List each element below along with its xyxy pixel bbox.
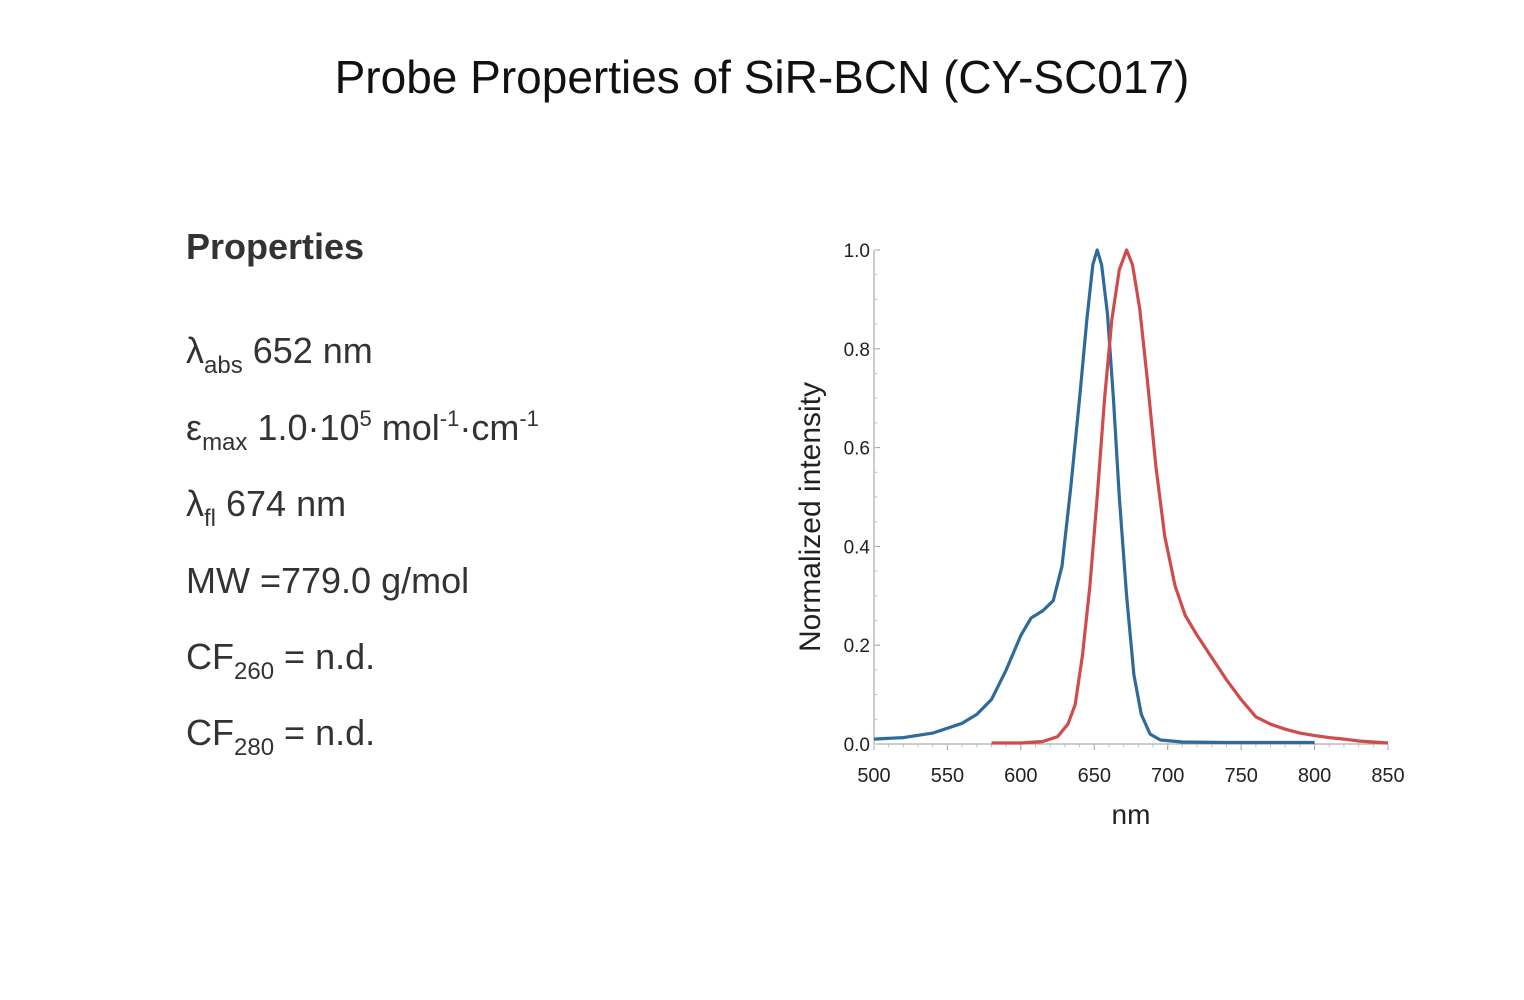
epsilon-unit-mol-exponent: -1	[439, 406, 460, 431]
page-title: Probe Properties of SiR-BCN (CY-SC017)	[334, 51, 1190, 103]
y-tick-label: 0.8	[844, 340, 870, 361]
epsilon-unit-cm: ·cm	[459, 407, 520, 448]
y-tick-label: 0.6	[844, 439, 870, 460]
lambda-fl-symbol: λ	[186, 483, 204, 524]
molecular-weight: MW =779.0 g/mol	[186, 560, 470, 601]
spectrum-chart: 500 550 600 650 700 750 800 850 0.0 0.2 0.4 0.6 0.8 1…	[780, 230, 1420, 830]
properties-heading: Properties	[186, 226, 365, 267]
x-tick-label: 750	[1224, 765, 1257, 787]
lambda-fl-value: 674 nm	[226, 483, 347, 524]
x-tick-label: 700	[1151, 765, 1184, 787]
epsilon-max-subscript: max	[202, 429, 248, 456]
lambda-abs-row: λabs 652 nm	[186, 330, 373, 379]
y-tick-label: 0.2	[844, 636, 870, 657]
y-axis-label: Normalized intensity	[794, 382, 827, 652]
y-tick-label: 1.0	[844, 241, 870, 262]
cf260-value: = n.d.	[274, 636, 376, 677]
x-tick-label: 650	[1078, 765, 1111, 787]
lambda-fl-subscript: fl	[204, 505, 216, 532]
epsilon-max-row: εmax 1.0·105 mol-1·cm-1	[186, 406, 539, 456]
lambda-abs-value: 652 nm	[252, 330, 373, 371]
lambda-fl-row: λfl 674 nm	[186, 483, 347, 532]
cf260-base: CF	[186, 636, 234, 677]
cf280-subscript: 280	[234, 734, 275, 761]
x-tick-label: 500	[857, 765, 890, 787]
lambda-abs-subscript: abs	[204, 352, 243, 379]
epsilon-symbol: ε	[186, 407, 203, 448]
epsilon-max-exponent: 5	[359, 406, 372, 431]
epsilon-unit-mol: mol	[371, 407, 440, 448]
cf280-row: CF280 = n.d.	[186, 712, 376, 761]
absorption-series-line	[873, 248, 1315, 745]
y-tick-label: 0.4	[844, 537, 871, 558]
spectrum-chart-svg: 500 550 600 650 700 750 800 850 0.0 0.2 0.4 0.6 0.8 1…	[794, 241, 1405, 830]
emission-series-line	[991, 248, 1389, 745]
x-tick-label: 600	[1004, 765, 1037, 787]
lambda-symbol: λ	[186, 330, 204, 371]
x-tick-label: 800	[1298, 765, 1331, 787]
x-tick-label: 850	[1371, 765, 1404, 787]
epsilon-unit-cm-exponent: -1	[519, 406, 539, 431]
cf260-row: CF260 = n.d.	[186, 636, 376, 685]
cf280-value: = n.d.	[274, 712, 376, 753]
epsilon-max-value: 1.0·10	[257, 407, 360, 448]
x-axis-label: nm	[1112, 799, 1151, 830]
cf260-subscript: 260	[234, 658, 275, 685]
cf280-base: CF	[186, 712, 234, 753]
y-tick-label: 0.0	[844, 735, 870, 756]
x-tick-label: 550	[931, 765, 964, 787]
